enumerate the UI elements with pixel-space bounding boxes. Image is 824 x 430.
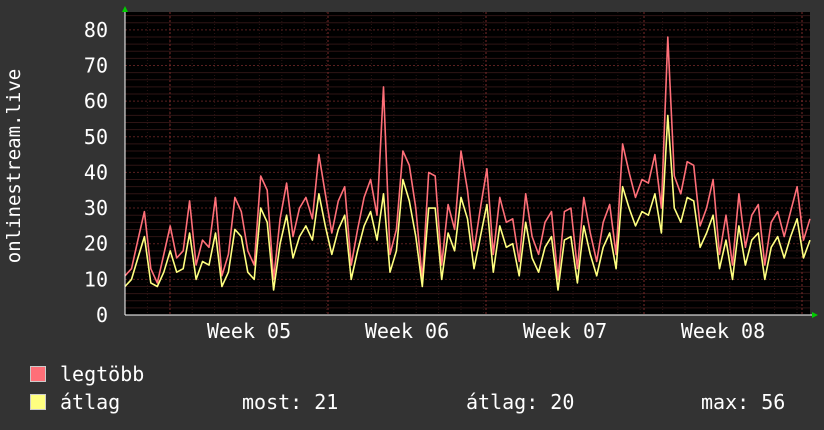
legend-swatch-atlag	[30, 394, 46, 410]
y-tick-label: 10	[84, 267, 108, 291]
legend-label-legtobb: legtöbb	[60, 362, 145, 386]
legend-swatch-legtobb	[30, 366, 46, 382]
axes	[122, 6, 818, 318]
x-tick-label: Week 07	[523, 319, 607, 343]
series-line-atlag	[124, 114, 811, 291]
stat-max: max: 56	[701, 390, 786, 414]
y-tick-label: 0	[96, 303, 108, 327]
legend-item-atlag: átlag	[30, 390, 120, 414]
x-tick-labels: Week 05 Week 06 Week 07 Week 08	[207, 319, 765, 343]
series-group	[124, 36, 811, 291]
y-tick-labels: 0 10 20 30 40 50 60 70 80	[84, 18, 108, 327]
x-tick-label: Week 06	[365, 319, 449, 343]
x-tick-label: Week 05	[207, 319, 291, 343]
y-tick-label: 30	[84, 196, 108, 220]
y-tick-label: 40	[84, 160, 108, 184]
y-axis-label: onlinestream.live	[3, 69, 25, 263]
plot-area	[125, 12, 810, 315]
legend-item-legtobb: legtöbb	[30, 362, 144, 386]
stat-atlag: átlag: 20	[466, 390, 575, 414]
y-axis-arrow-icon	[122, 6, 128, 12]
y-tick-label: 70	[84, 53, 108, 77]
x-axis-arrow-icon	[812, 312, 818, 318]
grid-minor	[125, 12, 810, 315]
y-tick-label: 80	[84, 18, 108, 42]
series-line-legtobb	[124, 36, 811, 284]
stat-most: most: 21	[242, 390, 339, 414]
y-tick-label: 60	[84, 89, 108, 113]
y-tick-label: 20	[84, 232, 108, 256]
x-tick-label: Week 08	[681, 319, 765, 343]
legend-label-atlag: átlag	[60, 390, 121, 414]
y-tick-label: 50	[84, 125, 108, 149]
grid-major	[125, 12, 810, 315]
